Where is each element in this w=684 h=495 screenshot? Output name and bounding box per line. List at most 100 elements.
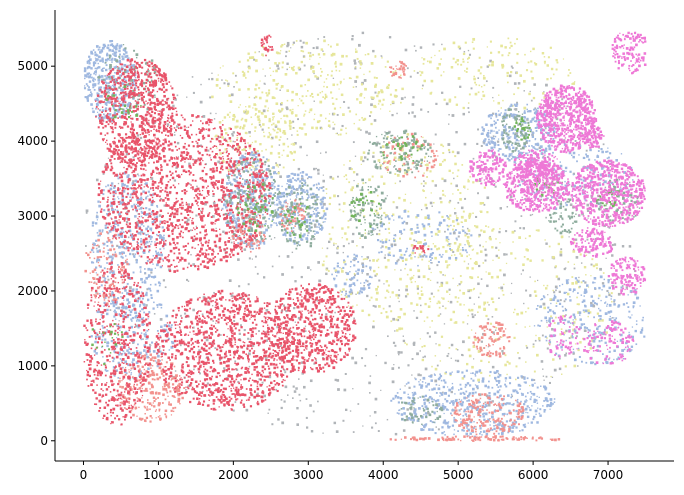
data-point xyxy=(226,158,228,161)
data-point xyxy=(421,84,424,87)
data-point xyxy=(128,263,131,266)
data-point xyxy=(405,288,408,292)
data-point xyxy=(96,258,99,260)
data-point xyxy=(462,414,465,417)
data-point xyxy=(441,431,444,435)
data-point xyxy=(83,87,87,90)
data-point xyxy=(581,132,584,135)
data-point xyxy=(483,230,486,234)
data-point xyxy=(586,284,589,287)
data-point xyxy=(111,208,114,211)
data-point xyxy=(296,173,300,177)
data-point xyxy=(423,58,426,61)
data-point xyxy=(504,354,507,357)
data-point xyxy=(370,122,373,126)
data-point xyxy=(333,107,337,110)
data-point xyxy=(103,120,105,122)
data-point xyxy=(565,314,567,316)
data-point xyxy=(435,343,437,345)
data-point xyxy=(126,185,129,188)
data-point xyxy=(277,120,280,124)
data-point xyxy=(239,156,243,160)
data-point xyxy=(514,104,517,107)
data-point xyxy=(533,325,536,327)
data-point xyxy=(309,404,312,407)
data-point xyxy=(436,67,440,70)
data-point xyxy=(485,123,488,126)
data-point xyxy=(315,215,318,218)
data-point xyxy=(360,287,363,290)
data-point xyxy=(319,56,321,59)
data-point xyxy=(267,176,269,179)
data-point xyxy=(529,384,531,387)
data-point xyxy=(215,322,217,324)
data-point xyxy=(244,163,247,166)
data-point xyxy=(524,381,527,384)
data-point xyxy=(539,325,541,327)
data-point xyxy=(488,114,490,116)
data-point xyxy=(470,87,473,90)
data-point xyxy=(482,94,486,98)
data-point xyxy=(363,97,366,99)
data-point xyxy=(154,241,156,243)
data-point xyxy=(116,244,119,247)
data-point xyxy=(238,106,240,109)
data-point xyxy=(122,109,126,113)
data-point xyxy=(398,353,400,356)
data-point xyxy=(561,236,563,239)
data-point xyxy=(613,358,615,361)
data-point xyxy=(270,224,273,226)
data-point xyxy=(465,232,468,235)
data-point xyxy=(239,125,242,128)
data-point xyxy=(490,129,493,133)
data-point xyxy=(448,113,450,116)
data-point xyxy=(185,388,187,391)
data-point xyxy=(535,120,538,123)
data-point xyxy=(316,93,320,96)
data-point xyxy=(641,319,644,322)
data-point xyxy=(96,219,98,221)
data-point xyxy=(492,259,494,261)
data-point xyxy=(98,229,101,232)
data-point xyxy=(276,326,279,329)
data-point xyxy=(109,271,112,274)
data-point xyxy=(426,60,429,63)
data-point xyxy=(328,202,331,206)
data-point xyxy=(230,294,234,298)
data-point xyxy=(284,234,287,237)
data-point xyxy=(544,127,547,130)
data-point xyxy=(508,130,511,132)
data-point xyxy=(329,237,333,241)
data-point xyxy=(272,119,274,121)
data-point xyxy=(531,213,534,216)
data-point xyxy=(531,383,534,387)
data-point xyxy=(465,369,468,372)
data-point xyxy=(539,138,542,141)
data-point xyxy=(148,250,150,253)
data-point xyxy=(536,119,538,121)
data-point xyxy=(316,186,318,189)
data-point xyxy=(288,50,291,52)
data-point xyxy=(497,373,500,375)
data-point xyxy=(487,318,490,321)
data-point xyxy=(121,55,124,58)
data-point xyxy=(578,355,581,358)
data-point xyxy=(573,267,576,270)
data-point xyxy=(491,401,494,403)
data-point xyxy=(510,44,513,48)
data-point xyxy=(145,227,149,231)
data-point xyxy=(149,343,151,346)
data-point xyxy=(351,240,355,243)
data-point xyxy=(212,195,215,198)
data-point xyxy=(491,229,494,232)
data-point xyxy=(325,207,329,211)
data-point xyxy=(488,236,492,240)
data-point xyxy=(582,299,586,303)
data-point xyxy=(553,368,557,372)
data-point xyxy=(569,72,572,74)
data-point xyxy=(368,299,371,302)
data-point xyxy=(391,100,395,104)
data-point xyxy=(520,311,524,315)
data-point xyxy=(530,99,533,102)
data-point xyxy=(110,204,113,207)
